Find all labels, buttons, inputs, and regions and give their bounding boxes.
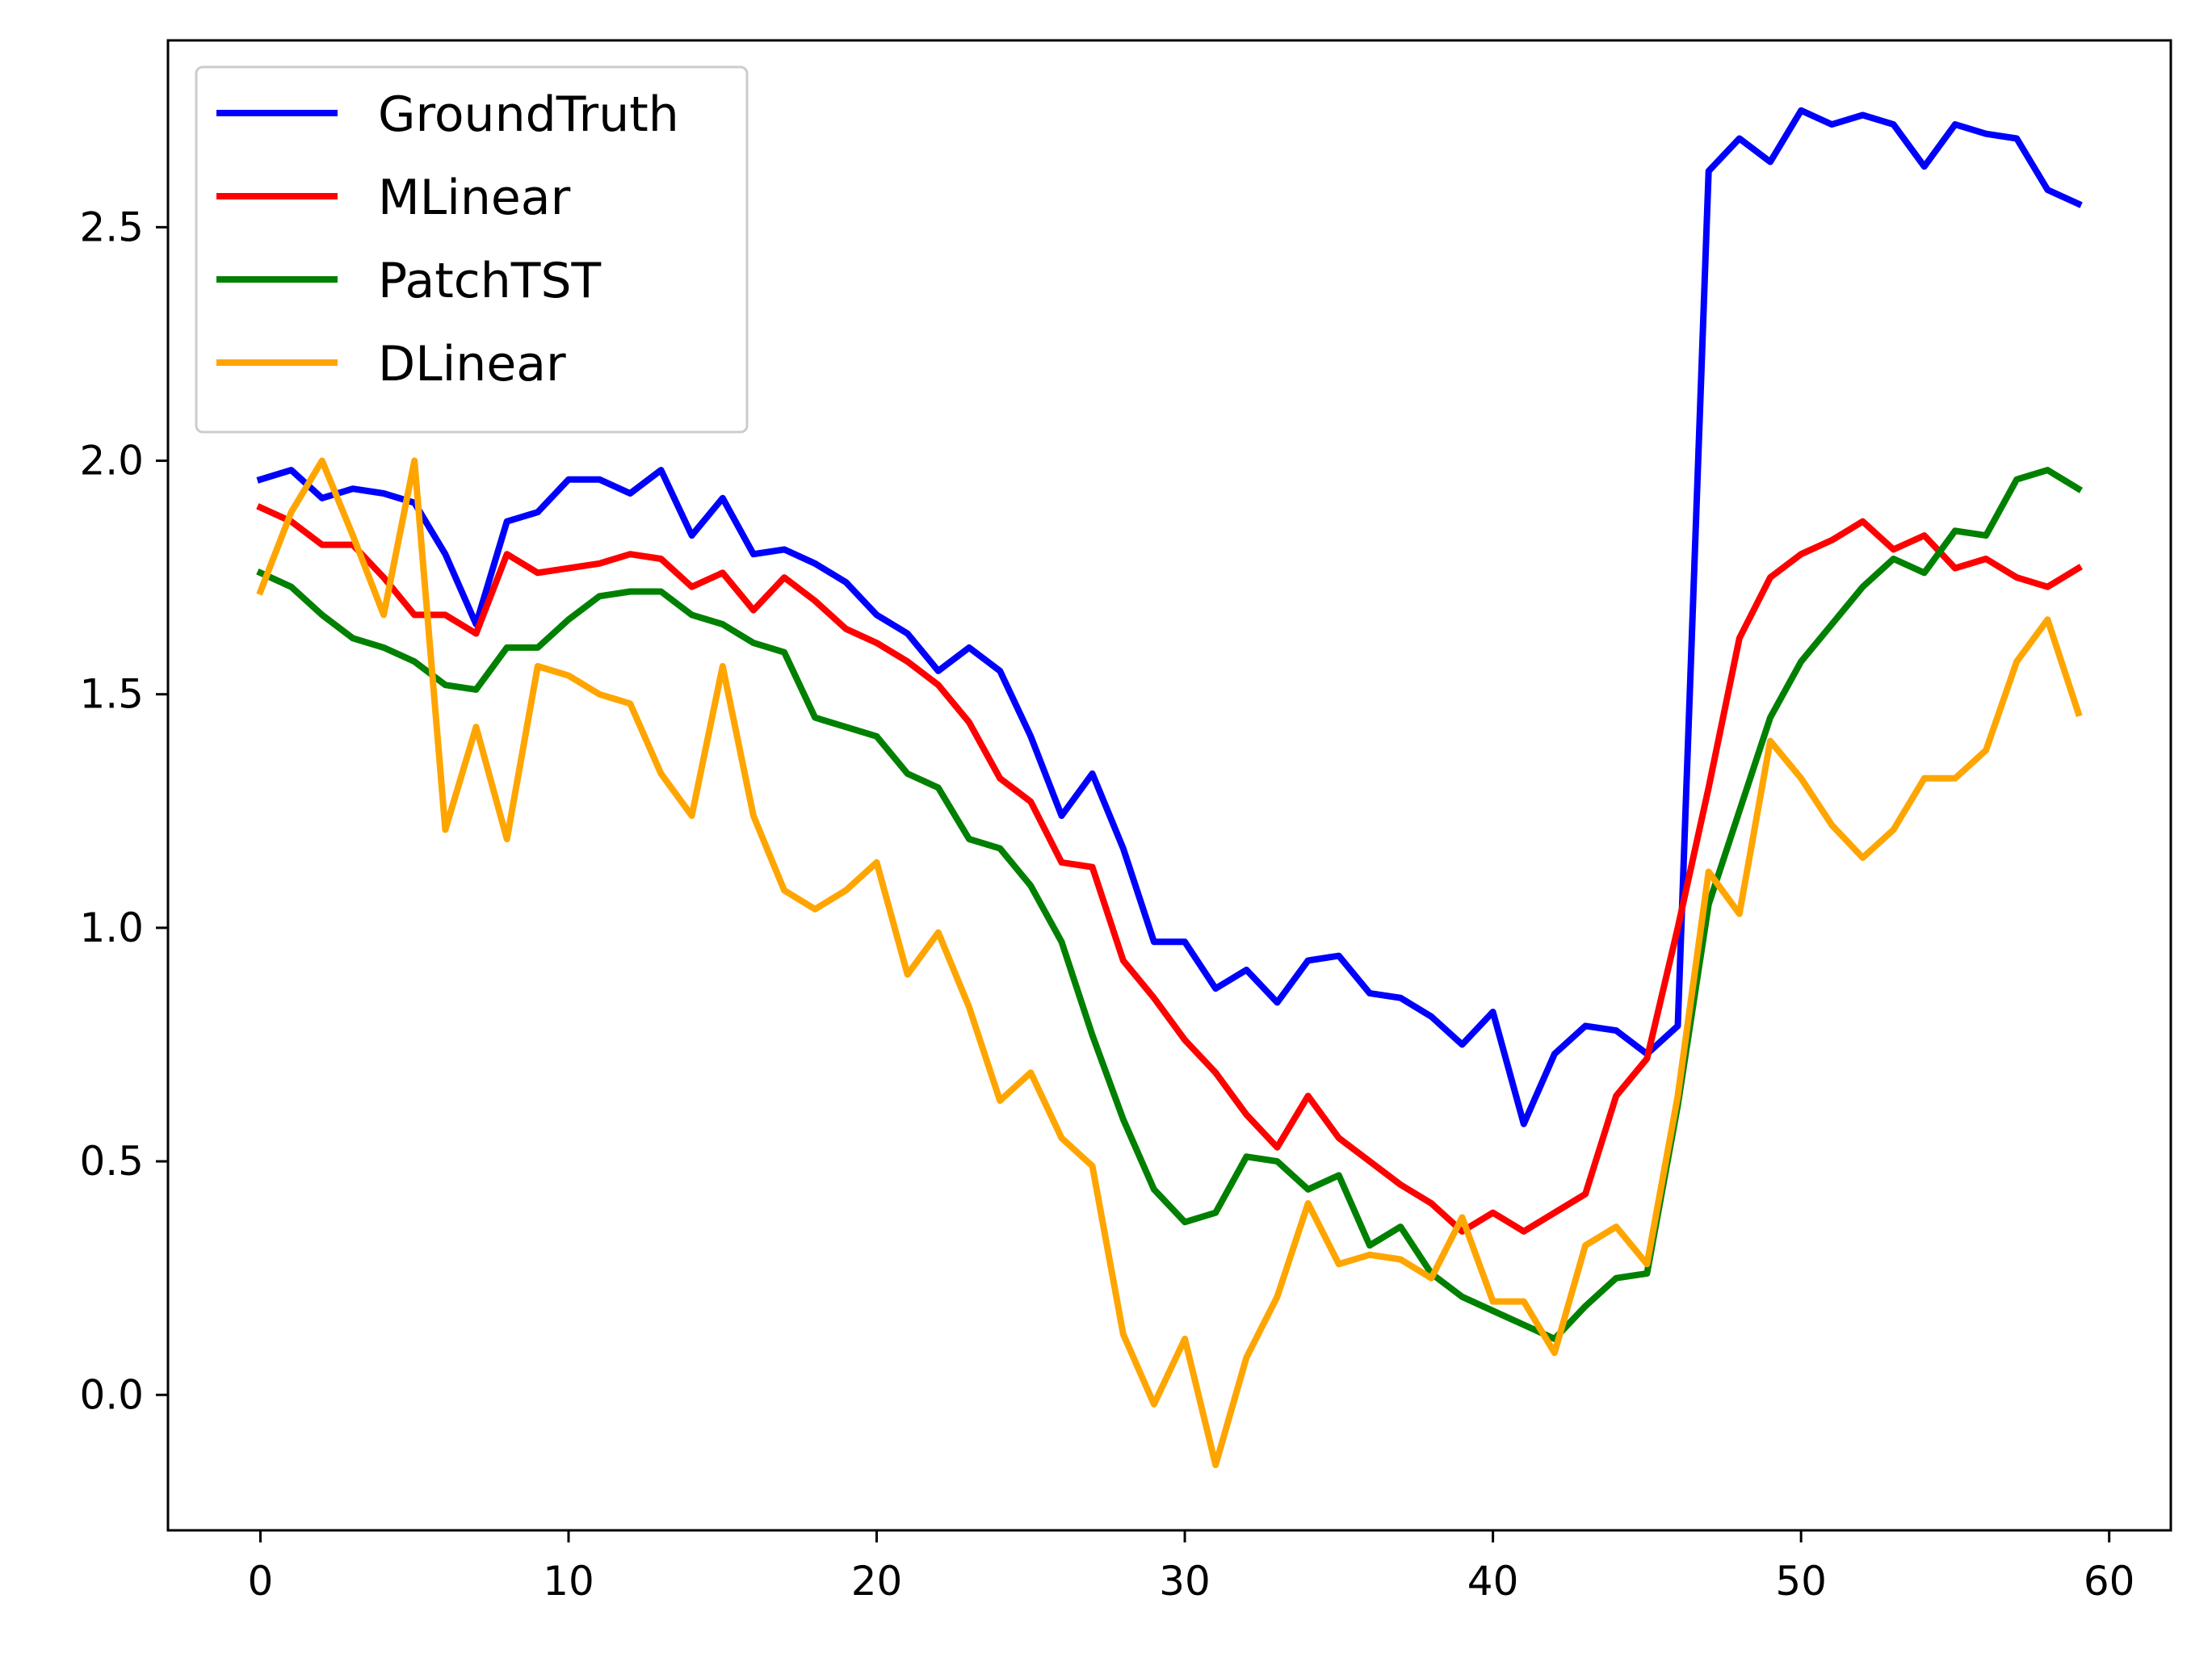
series-line-patchtst	[256, 467, 2083, 1342]
x-tick-label: 20	[851, 1558, 903, 1605]
y-tick-label: 2.0	[79, 438, 144, 485]
y-tick-label: 1.0	[79, 904, 144, 951]
series-layer	[256, 107, 2083, 1468]
y-tick-label: 1.5	[79, 671, 144, 718]
y-tick-label: 0.5	[79, 1138, 144, 1185]
y-tick-label: 0.0	[79, 1371, 144, 1418]
series-line-groundtruth	[256, 107, 2083, 1127]
x-tick-label: 50	[1775, 1558, 1827, 1605]
plot-frame	[166, 39, 2172, 1532]
ticks-layer: 0 10 20 30 40 50 60 0.0 0.5 1.0 1.5 2.0 2.5	[79, 204, 2134, 1605]
series-line-mlinear	[256, 503, 2083, 1235]
series-dlinear	[256, 457, 2083, 1468]
y-tick-label: 2.5	[79, 204, 144, 250]
x-tick-label: 30	[1159, 1558, 1211, 1605]
series-line-dlinear	[256, 457, 2083, 1468]
x-tick-label: 10	[543, 1558, 594, 1605]
x-tick-label: 60	[2084, 1558, 2135, 1605]
legend-label-mlinear: MLinear	[378, 170, 571, 226]
legend-label-patchtst: PatchTST	[378, 253, 602, 309]
x-tick-label: 0	[248, 1558, 274, 1605]
series-groundtruth	[256, 107, 2083, 1127]
legend-label-dlinear: DLinear	[378, 336, 566, 392]
series-mlinear	[256, 503, 2083, 1235]
x-tick-label: 40	[1467, 1558, 1519, 1605]
legend: GroundTruth MLinear PatchTST DLinear	[195, 65, 749, 434]
legend-label-groundtruth: GroundTruth	[378, 86, 679, 143]
series-patchtst	[256, 467, 2083, 1342]
legend-box	[195, 65, 749, 434]
